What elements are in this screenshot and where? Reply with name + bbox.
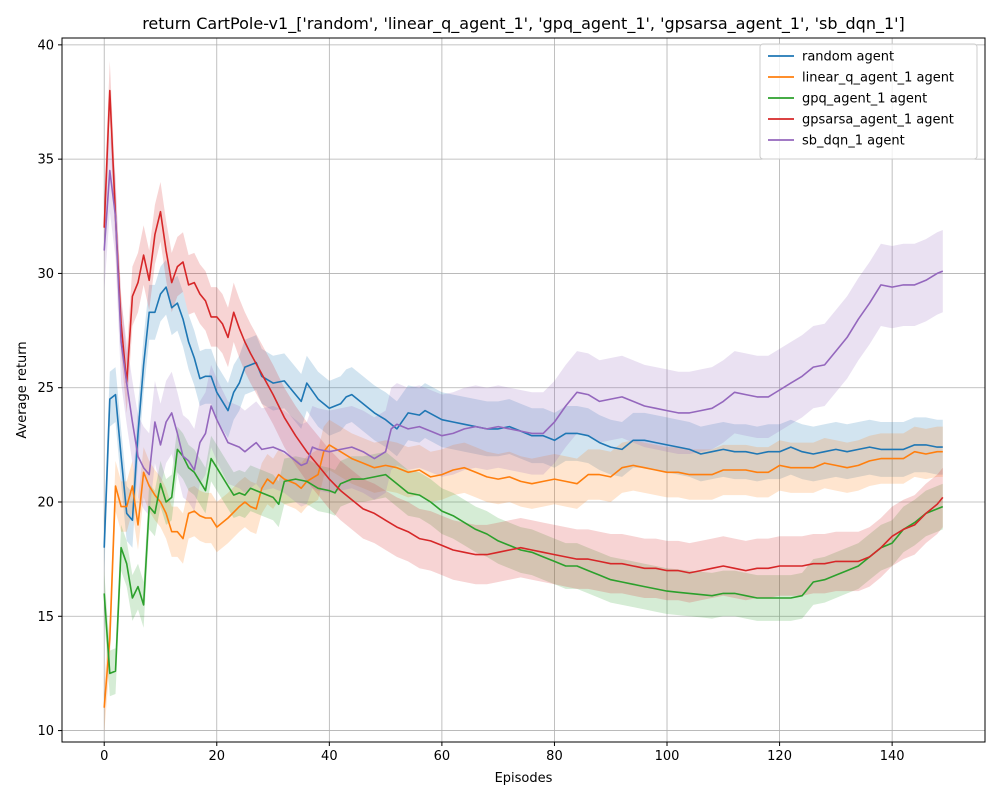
x-tick-label: 20 [208, 749, 225, 764]
x-tick-label: 140 [880, 749, 905, 764]
legend: random agent linear_q_agent_1 agent gpq_ag… [759, 43, 978, 160]
series-band [104, 60, 943, 603]
y-tick-label: 20 [37, 496, 54, 511]
legend-label: gpq_agent_1 agent [802, 92, 927, 107]
legend-label: sb_dqn_1 agent [802, 134, 905, 149]
x-tick-label: 100 [655, 749, 680, 764]
y-tick-label: 10 [37, 724, 54, 739]
series-line [103, 89, 944, 574]
series-band [104, 426, 943, 697]
y-tick-label: 35 [37, 153, 54, 168]
y-tick-label: 30 [37, 267, 54, 282]
y-tick-label: 40 [37, 38, 54, 53]
y-axis-label: Average return [15, 341, 30, 438]
x-tick-label: 120 [767, 749, 792, 764]
series-lines [103, 89, 944, 708]
series-line [103, 169, 944, 476]
y-tick-label: 25 [37, 381, 54, 396]
legend-label: linear_q_agent_1 agent [802, 71, 954, 86]
series-band [104, 259, 943, 576]
legend-label: random agent [802, 50, 894, 65]
series-line [103, 444, 943, 708]
legend-label: gpsarsa_agent_1 agent [802, 113, 954, 128]
confidence-bands [104, 60, 943, 733]
y-tick-label: 15 [37, 610, 54, 625]
series-band [104, 419, 943, 733]
series-line [103, 286, 943, 548]
x-tick-label: 80 [546, 749, 563, 764]
x-axis-label: Episodes [495, 771, 553, 786]
x-tick-label: 60 [434, 749, 451, 764]
series-band [104, 129, 943, 516]
x-tick-label: 0 [100, 749, 108, 764]
plot-frame [61, 37, 986, 743]
chart-title: return CartPole-v1_['random', 'linear_q_… [142, 14, 905, 34]
x-tick-label: 40 [321, 749, 338, 764]
series-line [103, 448, 944, 675]
legend-box [759, 43, 978, 160]
axis-ticks: 0 20 40 60 80 100 120 140 10 15 20 25 30 35 40 [37, 38, 904, 764]
